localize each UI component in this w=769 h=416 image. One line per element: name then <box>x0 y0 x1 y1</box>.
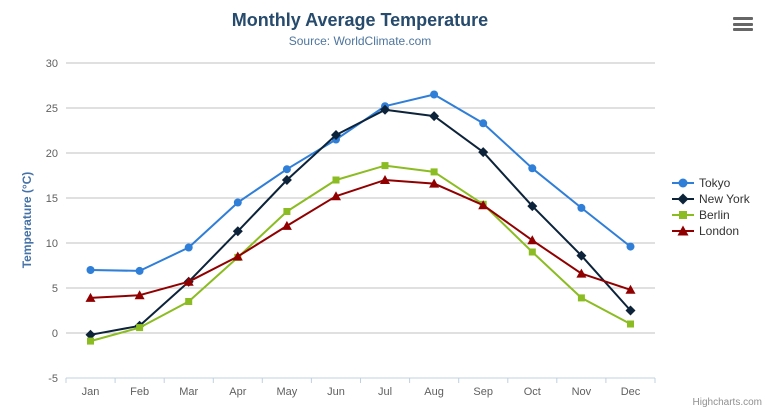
data-point-square[interactable] <box>136 324 144 332</box>
data-point-triangle[interactable] <box>478 200 489 210</box>
data-point-diamond[interactable] <box>380 104 390 115</box>
data-point-diamond[interactable] <box>478 147 489 158</box>
legend-circle-icon <box>672 178 694 188</box>
data-point-circle[interactable] <box>479 119 488 128</box>
x-tick-label: Apr <box>229 386 246 398</box>
series-london <box>85 175 636 302</box>
x-tick-label: Nov <box>572 386 592 398</box>
legend-label-new-york: New York <box>699 192 750 206</box>
legend-label-berlin: Berlin <box>699 208 730 222</box>
data-point-circle[interactable] <box>577 203 586 212</box>
hamburger-bar <box>733 17 753 20</box>
data-point-diamond[interactable] <box>232 226 243 237</box>
data-point-square[interactable] <box>627 320 634 328</box>
legend: Tokyo New York Berlin London <box>672 176 750 238</box>
y-tick-label: -5 <box>48 373 58 385</box>
legend-square-icon <box>672 211 694 219</box>
data-point-square[interactable] <box>577 294 585 302</box>
series-line-new-york <box>89 108 632 336</box>
series-berlin <box>87 162 634 345</box>
data-point-triangle[interactable] <box>331 191 341 201</box>
data-point-triangle[interactable] <box>527 235 538 245</box>
data-point-triangle[interactable] <box>380 175 390 184</box>
x-tick-label: Oct <box>524 386 541 398</box>
legend-triangle-icon <box>672 225 694 236</box>
data-point-circle[interactable] <box>528 164 537 173</box>
x-tick-label: Sep <box>473 386 493 398</box>
hamburger-icon[interactable] <box>733 17 753 31</box>
credits-link[interactable]: Highcharts.com <box>692 397 762 408</box>
series-line-tokyo <box>89 93 632 272</box>
y-tick-label: 15 <box>46 193 58 205</box>
data-point-triangle[interactable] <box>677 225 689 236</box>
data-point-circle[interactable] <box>282 165 291 174</box>
data-point-square[interactable] <box>430 168 438 176</box>
data-point-triangle[interactable] <box>576 268 587 278</box>
data-point-diamond[interactable] <box>527 201 538 212</box>
hamburger-bar <box>733 28 753 31</box>
data-point-square[interactable] <box>332 176 340 184</box>
data-point-triangle[interactable] <box>85 292 96 302</box>
legend-item-london[interactable]: London <box>672 224 750 238</box>
y-tick-label: 10 <box>46 238 58 250</box>
y-tick-label: 30 <box>46 58 58 70</box>
legend-diamond-icon <box>672 193 694 205</box>
data-point-triangle[interactable] <box>183 276 194 286</box>
data-point-square[interactable] <box>185 298 193 305</box>
data-point-circle[interactable] <box>184 243 193 252</box>
data-point-diamond[interactable] <box>331 130 341 140</box>
data-point-square[interactable] <box>87 337 94 345</box>
data-point-diamond[interactable] <box>429 111 440 122</box>
data-point-diamond[interactable] <box>625 305 636 316</box>
x-tick-label: Mar <box>179 386 198 398</box>
data-point-triangle[interactable] <box>134 290 145 300</box>
series-line-london <box>89 179 632 299</box>
x-tick-label: Jan <box>82 386 100 398</box>
x-tick-label: Jul <box>378 386 392 398</box>
legend-item-new-york[interactable]: New York <box>672 192 750 206</box>
chart-title: Monthly Average Temperature <box>231 10 489 30</box>
data-point-diamond[interactable] <box>677 193 689 205</box>
data-point-circle[interactable] <box>86 266 95 274</box>
data-point-circle[interactable] <box>233 198 242 207</box>
data-point-triangle[interactable] <box>232 251 243 261</box>
data-point-circle[interactable] <box>430 90 439 99</box>
y-tick-label: 20 <box>46 148 58 160</box>
data-point-diamond[interactable] <box>281 175 292 185</box>
chart-subtitle: Source: WorldClimate.com <box>288 34 432 48</box>
legend-item-tokyo[interactable]: Tokyo <box>672 176 750 190</box>
series-tokyo <box>86 90 635 275</box>
x-tick-label: Aug <box>424 386 444 398</box>
data-point-square[interactable] <box>381 162 389 170</box>
x-tick-label: May <box>277 386 298 398</box>
data-point-circle[interactable] <box>135 266 144 275</box>
data-point-circle[interactable] <box>678 178 688 188</box>
series-line-berlin <box>89 164 632 343</box>
data-point-square[interactable] <box>679 211 687 219</box>
data-point-square[interactable] <box>283 208 291 215</box>
legend-item-berlin[interactable]: Berlin <box>672 208 750 222</box>
x-tick-label: Jun <box>327 386 345 398</box>
data-point-diamond[interactable] <box>576 250 587 261</box>
legend-label-london: London <box>699 224 740 238</box>
hamburger-bar <box>733 22 753 26</box>
y-tick-label: 0 <box>52 328 58 340</box>
data-point-triangle[interactable] <box>625 284 636 294</box>
data-point-triangle[interactable] <box>281 220 292 230</box>
x-tick-label: Feb <box>130 386 149 398</box>
x-tick-label: Dec <box>621 386 641 398</box>
y-tick-label: 5 <box>52 283 58 295</box>
y-tick-label: 25 <box>46 103 58 115</box>
data-point-diamond[interactable] <box>85 329 96 340</box>
legend-label-tokyo: Tokyo <box>699 176 731 190</box>
series-new-york <box>85 104 636 340</box>
data-point-triangle[interactable] <box>429 178 440 188</box>
data-point-circle[interactable] <box>626 242 635 251</box>
data-point-square[interactable] <box>528 248 536 256</box>
